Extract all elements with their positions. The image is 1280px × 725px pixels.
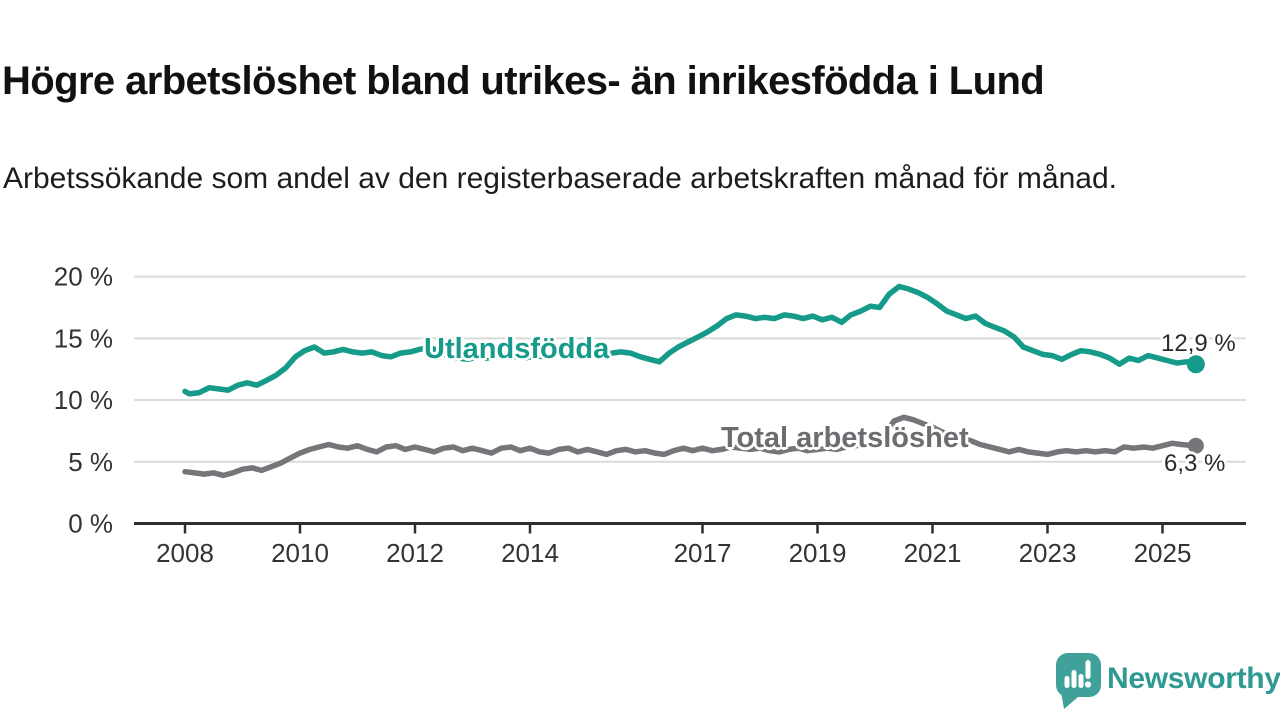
page-title: Högre arbetslöshet bland utrikes- än inr… [2, 58, 1045, 103]
y-tick-label: 20 % [54, 262, 113, 292]
x-tick-label: 2019 [789, 538, 847, 568]
y-tick-label: 0 % [68, 509, 113, 539]
x-tick-label: 2025 [1134, 538, 1192, 568]
x-tick-label: 2010 [271, 538, 329, 568]
line-utlandsfodda [182, 283, 1199, 397]
x-tick-label: 2023 [1019, 538, 1077, 568]
newsworthy-wordmark: Newsworthy [1107, 662, 1280, 695]
y-tick-label: 10 % [54, 385, 113, 415]
x-tick-label: 2014 [501, 538, 559, 568]
series-label-total-arbetsloshet: Total arbetslöshet [721, 422, 969, 454]
x-tick-label: 2012 [386, 538, 444, 568]
x-tick-label: 2008 [156, 538, 214, 568]
y-tick-label: 5 % [68, 447, 113, 477]
line-total-arbetsloshet [182, 414, 1199, 479]
chart-subtitle: Arbetssökande som andel av den registerb… [3, 162, 1117, 195]
x-tick-label: 2017 [674, 538, 732, 568]
endpoint-dot-utlandsfodda [1186, 355, 1205, 374]
series-label-utlandsfodda: Utlandsfödda [424, 333, 610, 365]
endpoint-dot-total [1187, 437, 1204, 454]
newsworthy-logo-icon [1056, 653, 1101, 709]
value-label-total: 6,3 % [1164, 450, 1226, 477]
value-label-utlandsfodda: 12,9 % [1161, 330, 1236, 357]
y-tick-label: 15 % [54, 323, 113, 353]
x-tick-label: 2021 [904, 538, 962, 568]
